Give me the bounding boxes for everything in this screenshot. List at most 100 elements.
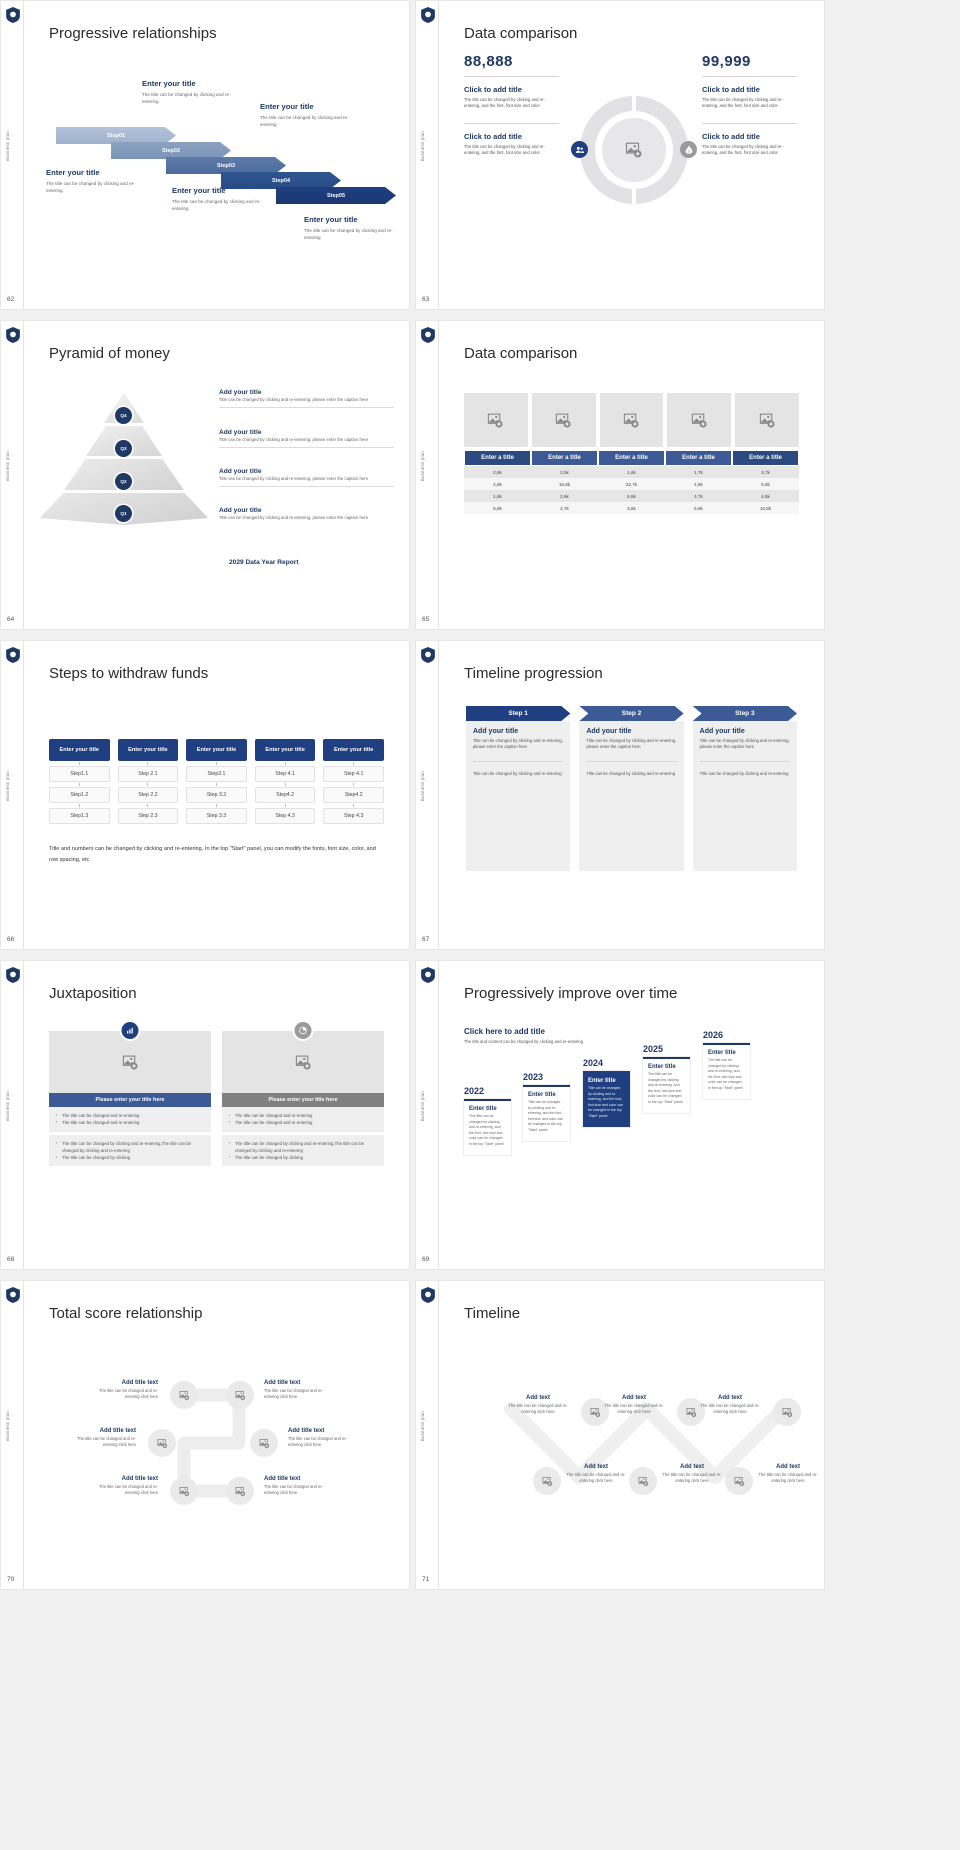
year-card-2022[interactable]: Enter title This title can be changed by… [464,1099,511,1155]
block-desc: The title can be changed by clicking and… [702,97,783,109]
add-image-icon [295,1055,311,1070]
step-cell[interactable]: Step1.3 [49,808,110,824]
node-circle[interactable] [170,1477,198,1505]
step-label[interactable]: Step 1 [466,706,570,721]
node-circle[interactable] [677,1398,705,1426]
column-header-button[interactable]: Enter your title [323,739,384,761]
node-title: Add text [718,1395,742,1401]
node-circle[interactable] [773,1398,801,1426]
image-placeholder[interactable] [599,393,664,447]
column-header-button[interactable]: Enter your title [186,739,247,761]
step-cell[interactable]: Step1.1 [49,766,110,782]
step-cell[interactable]: Step 4.3 [323,808,384,824]
node-circle[interactable] [250,1429,278,1457]
step-cell[interactable]: Step 2.2 [117,787,179,803]
node-circle[interactable] [226,1381,254,1409]
slide-62[interactable]: Business plan 62 Progressive relationshi… [0,0,410,310]
node-circle[interactable] [533,1467,561,1495]
node-circle[interactable] [226,1477,254,1505]
panel-banner[interactable]: Please enter your title here [222,1093,384,1107]
connector [78,783,80,786]
step-cell[interactable]: Step 3.3 [186,808,247,824]
image-placeholder[interactable] [222,1031,384,1093]
step-card: Add your title Title can be changed by c… [579,721,684,871]
column-header[interactable]: Enter a title [665,450,732,466]
card-desc: The title can be changed by clicking and… [648,1072,683,1104]
step-cell[interactable]: Step4.2 [323,787,384,803]
block-title: Click to add title [464,85,522,94]
year-label-2022: 2022 [464,1086,485,1096]
timeline-step: Step 1 Add your title Title can be chang… [466,706,571,871]
column-header[interactable]: Enter a title [531,450,598,466]
kpi-number-left: 88,888 [464,53,513,70]
step-card: Add your title Title can be changed by c… [466,721,571,871]
caption-desc: Title can be changed by clicking and re-… [219,515,369,520]
compare-panel-left: Please enter your title here The title c… [49,1022,211,1167]
column-header[interactable]: Enter a title [598,450,665,466]
node-text-4: Add title text The title can be changed … [288,1428,360,1448]
step-cell[interactable]: Step4.2 [254,787,316,803]
card-title: Add your title [473,728,519,735]
step-arrow-1[interactable]: Step01 [56,127,176,144]
caption-3: Enter your title The title can be change… [172,186,277,213]
slide-68[interactable]: Business plan 68 Juxtaposition Please en… [0,960,410,1270]
add-image-icon [259,1438,269,1448]
image-placeholder[interactable] [667,393,732,447]
step-arrow-3[interactable]: Step03 [166,157,286,174]
image-placeholder[interactable] [49,1031,211,1093]
node-title: Add title text [99,1428,136,1434]
slide-69[interactable]: Business plan 69 Progressively improve o… [415,960,825,1270]
image-placeholder[interactable] [464,393,528,447]
connector [284,783,286,786]
connector [215,762,217,765]
slide-66[interactable]: Business plan 66 Steps to withdraw funds… [0,640,410,950]
table-cell: 4,7k [694,493,703,499]
column-header-button[interactable]: Enter your title [49,739,110,761]
step-cell[interactable]: Step 2.3 [117,808,179,824]
node-circle[interactable] [170,1381,198,1409]
step-label[interactable]: Step 2 [579,706,683,721]
panel-banner[interactable]: Please enter your title here [49,1093,211,1107]
node-text-5: Add text The title can be changed and re… [657,1464,727,1484]
step-cell[interactable]: Step 4.1 [323,766,384,782]
block-title: Click to add title [464,131,522,141]
year-card-2024[interactable]: Enter title Title can be changed by clic… [583,1071,630,1127]
image-placeholder[interactable] [735,393,799,447]
image-placeholder[interactable] [602,118,666,182]
column-header-button[interactable]: Enter your title [117,739,179,761]
step-cell[interactable]: Step 3.2 [186,787,247,803]
node-circle[interactable] [581,1398,609,1426]
node-desc: The title can be changed and re-entering… [758,1472,818,1484]
node-circle[interactable] [725,1467,753,1495]
step-cell[interactable]: Step 4.1 [254,766,316,782]
step-arrow-5[interactable]: Step05 [276,187,396,204]
rail-label: Business plan [5,1411,10,1441]
slide-71[interactable]: Business plan 71 Timeline Add text The t… [415,1280,825,1590]
slide-70[interactable]: Business plan 70 Total score relationshi… [0,1280,410,1590]
column-header[interactable]: Enter a title [464,450,531,466]
step-cell[interactable]: Step1.2 [49,787,110,803]
slide-67[interactable]: Business plan 67 Timeline progression St… [415,640,825,950]
step-cell[interactable]: Step 4.3 [254,808,316,824]
node-circle[interactable] [629,1467,657,1495]
column-header-button[interactable]: Enter your title [254,739,316,761]
node-circle[interactable] [148,1429,176,1457]
slide-63[interactable]: Business plan 63 Data comparison 88,888 … [415,0,825,310]
step-arrow-2[interactable]: Step02 [111,142,231,159]
year-card-2023[interactable]: Enter title Title can be changed by clic… [523,1085,570,1141]
step-card: Add your title Title can be changed by c… [692,721,797,871]
step-column: Enter your title Step3.1 Step 3.2 Step 3… [186,739,247,824]
step-cell[interactable]: Step 2.1 [117,766,179,782]
year-card-2026[interactable]: Enter title The title can be changed by … [703,1043,750,1099]
column-header[interactable]: Enter a title [732,450,799,466]
slide-body: Enter a title Enter a title Enter a titl… [439,321,824,629]
step-arrow-4[interactable]: Step04 [221,172,341,189]
slide-65[interactable]: Business plan 65 Data comparison Enter a… [415,320,825,630]
caption-title: Enter your title [260,102,314,111]
image-placeholder[interactable] [531,393,596,447]
step-label[interactable]: Step 3 [693,706,797,721]
page-number: 67 [422,936,430,943]
year-card-2025[interactable]: Enter title The title can be changed by … [643,1057,690,1113]
slide-64[interactable]: Business plan 64 Pyramid of money Q4 Q3 … [0,320,410,630]
step-cell[interactable]: Step3.1 [186,766,247,782]
